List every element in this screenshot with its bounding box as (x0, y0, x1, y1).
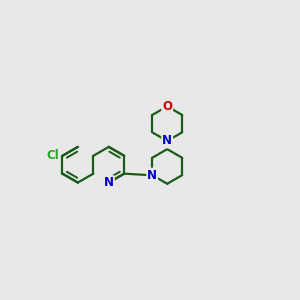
Text: N: N (104, 176, 114, 189)
Text: N: N (162, 134, 172, 148)
Text: N: N (147, 169, 157, 182)
Text: Cl: Cl (46, 149, 59, 162)
Text: O: O (162, 100, 172, 113)
